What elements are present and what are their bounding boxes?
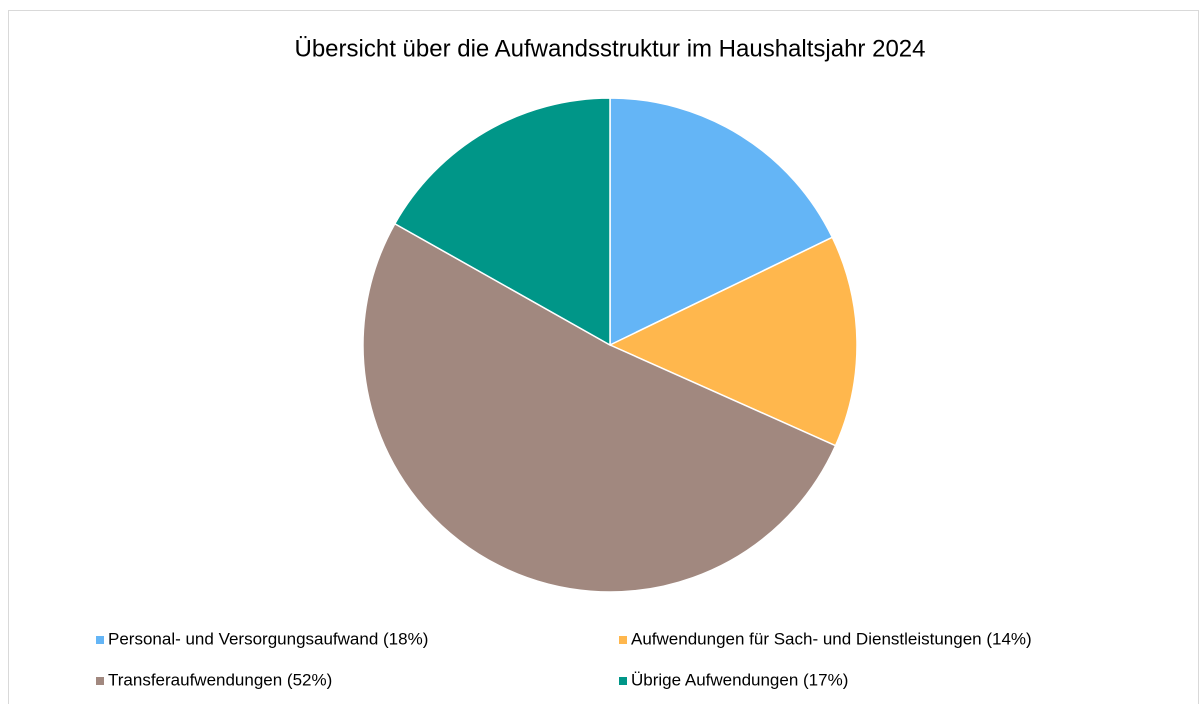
pie-slice	[609, 97, 834, 347]
pie-slice	[608, 236, 858, 447]
pie-slice	[393, 97, 611, 347]
legend-label: Aufwendungen für Sach- und Dienstleistun…	[631, 629, 1032, 648]
legend-label: Transferaufwendungen (52%)	[108, 670, 332, 689]
legend-swatch	[619, 677, 627, 685]
legend-swatch	[96, 677, 104, 685]
legend-label: Personal- und Versorgungsaufwand (18%)	[108, 629, 428, 648]
legend-swatch	[619, 636, 627, 644]
legend-swatch	[96, 636, 104, 644]
chart-title: Übersicht über die Aufwandsstruktur im H…	[295, 35, 926, 62]
pie-slice	[362, 222, 837, 593]
legend-label: Übrige Aufwendungen (17%)	[631, 670, 848, 689]
